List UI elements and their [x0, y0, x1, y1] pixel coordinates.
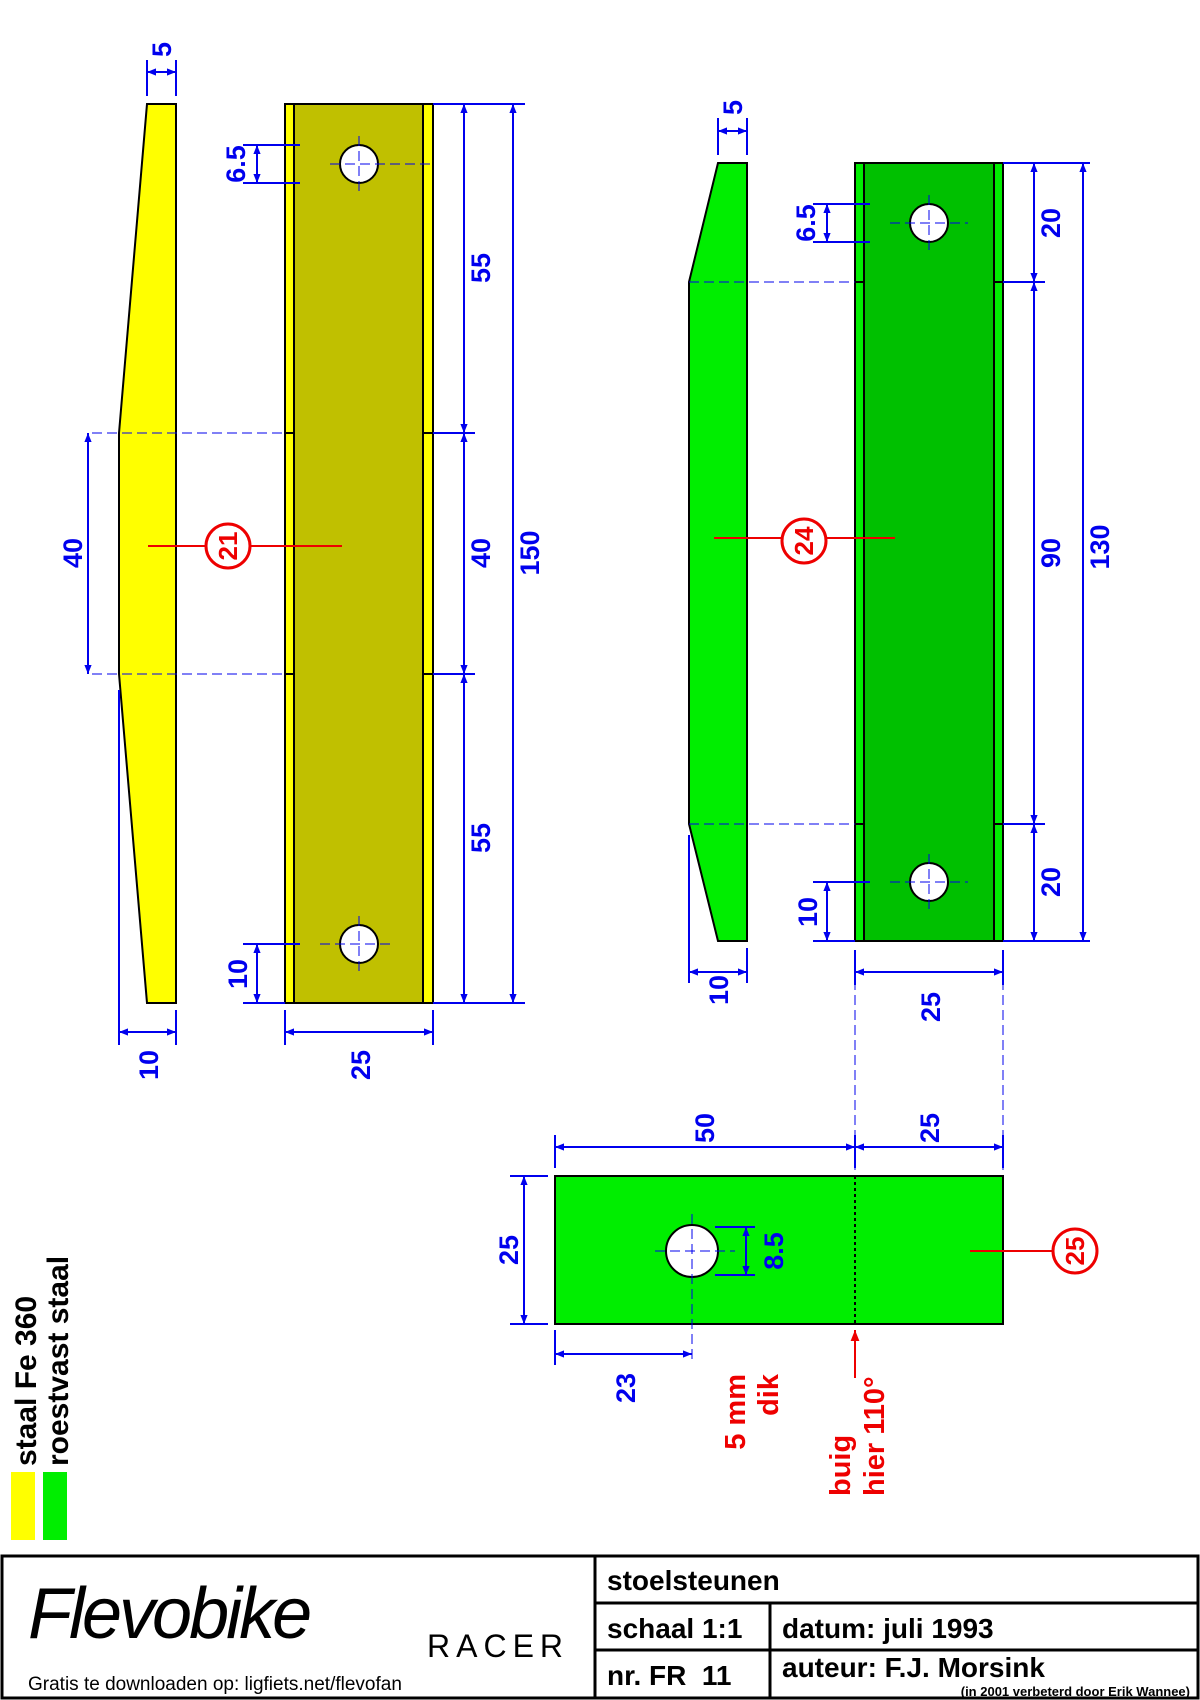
dim-21-lower: 55 — [466, 823, 496, 853]
part-25-note-thickness-1: 5 mm — [720, 1374, 752, 1450]
part-24-balloon — [780, 517, 828, 565]
part-24-number: 24 — [789, 526, 819, 555]
part-21-balloon — [204, 522, 252, 570]
dim-25-len-b: 25 — [915, 1113, 945, 1143]
drawing-date: datum: juli 1993 — [782, 1613, 994, 1644]
dim-21-mid: 40 — [58, 538, 88, 568]
dim-24-bottom: 20 — [1036, 867, 1066, 897]
drawing-revision-note: (in 2001 verbeterd door Erik Wannee) — [961, 1684, 1190, 1699]
dim-21-hole: 6.5 — [221, 145, 251, 183]
part-21: 5 40 10 25 6.5 10 55 40 55 150 21 — [58, 42, 545, 1080]
dim-25-height: 25 — [494, 1235, 524, 1265]
dim-21-width: 25 — [346, 1050, 376, 1080]
dim-24-thickness: 5 — [718, 100, 748, 115]
dim-25-hole-pos: 23 — [611, 1373, 641, 1403]
part-25-balloon — [1051, 1227, 1099, 1275]
dim-24-hole-offset: 10 — [793, 897, 823, 927]
model-name: RACER — [427, 1628, 569, 1664]
part-21-number: 21 — [213, 532, 243, 561]
dim-21-total: 150 — [515, 530, 545, 575]
dim-21-middle: 40 — [466, 538, 496, 568]
part-21-side-view — [118, 103, 177, 1004]
title-block: Flevobike RACER Gratis te downloaden op:… — [0, 1554, 1200, 1700]
part-24-front-face — [863, 162, 995, 942]
part-25-note-bend-2: hier 110° — [859, 1376, 891, 1496]
part-25-note-bend-1: buig — [825, 1435, 857, 1496]
dim-21-thickness: 5 — [147, 42, 177, 57]
flevobike-logo: Flevobike — [28, 1574, 310, 1654]
part-21-front-face — [293, 103, 424, 1004]
dim-24-width-side: 10 — [704, 975, 734, 1005]
part-25: 50 25 25 8.5 23 5 mm dik buig hier 110° … — [494, 1113, 1099, 1496]
part-25-number: 25 — [1060, 1237, 1090, 1266]
part-25-strip — [554, 1175, 1004, 1325]
dim-25-len-a: 50 — [690, 1113, 720, 1143]
drawing-author: auteur: F.J. Morsink — [782, 1652, 1045, 1683]
download-text: Gratis te downloaden op: ligfiets.net/fl… — [28, 1674, 402, 1695]
dim-21-upper: 55 — [466, 253, 496, 283]
part-25-note-thickness-2: dik — [753, 1373, 785, 1416]
drawing-scale: schaal 1:1 — [607, 1613, 742, 1644]
dim-25-hole: 8.5 — [759, 1232, 789, 1270]
legend-label-fe360: staal Fe 360 — [10, 1296, 43, 1466]
legend-swatch-fe360 — [11, 1472, 35, 1540]
dim-24-top: 20 — [1036, 208, 1066, 238]
dim-21-taper-width: 10 — [134, 1050, 164, 1080]
dim-24-hole: 6.5 — [791, 204, 821, 242]
material-legend: staal Fe 360 roestvast staal — [10, 1256, 75, 1540]
drawing-title: stoelsteunen — [607, 1565, 780, 1596]
legend-swatch-rvs — [43, 1472, 67, 1540]
dim-24-total: 130 — [1085, 524, 1115, 569]
part-24: 5 10 6.5 10 25 20 90 20 130 24 — [688, 100, 1115, 1178]
dim-24-middle: 90 — [1036, 538, 1066, 568]
dim-21-hole-offset: 10 — [223, 959, 253, 989]
legend-label-rvs: roestvast staal — [42, 1256, 75, 1466]
drawing-number: nr. FR 11 — [607, 1660, 732, 1691]
dim-24-width: 25 — [916, 992, 946, 1022]
